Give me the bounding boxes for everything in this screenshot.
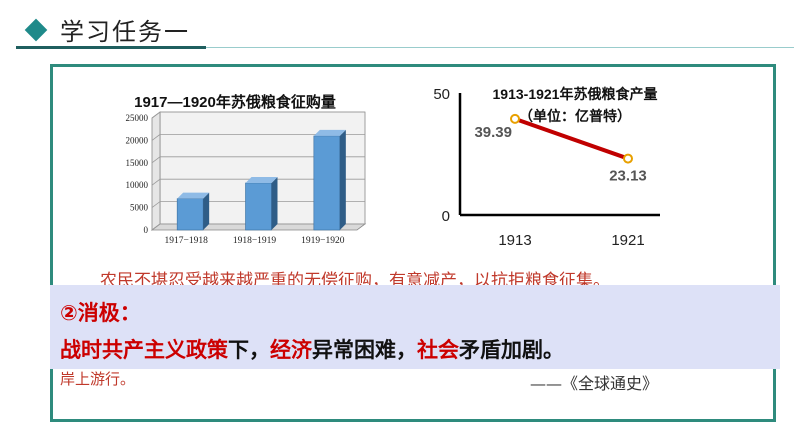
line-chart-x-tick-label: 1921: [611, 232, 644, 249]
line-chart: 1913-1921年苏俄粮食产量 （单位：亿普特） 0 50 39.39 23.13 1…: [433, 86, 660, 249]
bar-top: [245, 176, 278, 183]
bar-chart-y-tick-label: 20000: [126, 135, 149, 145]
section-header: 学习任务一: [0, 0, 794, 60]
bar-chart-y-tick-label: 15000: [126, 158, 149, 168]
summary-term-policy: 战时共产主义政策: [60, 338, 228, 362]
bar-chart-gridline: [151, 178, 365, 186]
quote-line-2: 岸上游行。: [60, 370, 136, 388]
bar-front: [313, 135, 341, 231]
summary-text-3: 矛盾加剧。: [459, 338, 564, 362]
bar-chart-y-tick-label: 10000: [126, 180, 149, 190]
bar-chart-gridline: [151, 223, 365, 231]
bar-chart-gridline: [151, 201, 365, 208]
bar-chart-y-tick-label: 0: [144, 225, 149, 235]
line-chart-y-tick-label: 0: [442, 208, 450, 225]
line-chart-point: [623, 153, 633, 164]
quote-source: ——《全球通史》: [530, 374, 659, 393]
bar-top: [313, 129, 346, 136]
header-divider: [206, 47, 794, 48]
line-chart-data-label: 39.39: [474, 124, 512, 141]
summary-text-1: 下，: [228, 338, 270, 362]
bar-side: [339, 129, 346, 230]
bar-top: [177, 192, 210, 199]
bar-chart-y-tick-label: 5000: [130, 203, 149, 213]
summary-text-2: 异常困难，: [312, 338, 417, 362]
bar-front: [176, 198, 204, 231]
diamond-icon: [24, 18, 48, 42]
content-frame: [50, 64, 776, 422]
summary-term-economy: 经济: [270, 338, 312, 362]
bar-chart-x-tick-label: 1919−1920: [301, 236, 345, 246]
line-chart-title: 1913-1921年苏俄粮食产量: [493, 86, 658, 102]
bar-chart-gridline: [151, 111, 365, 119]
line-chart-data-label: 23.13: [609, 168, 647, 185]
line-chart-y-tick-label: 50: [433, 86, 450, 103]
title-underline: [16, 46, 206, 49]
summary-body: 战时共产主义政策下，经济异常困难，社会矛盾加剧。: [60, 334, 564, 364]
bar-chart-gridline: [151, 156, 365, 164]
summary-box: [50, 285, 780, 369]
bar-side: [203, 192, 210, 230]
summary-heading: ②消极：: [60, 301, 141, 325]
bar-chart-side-wall: [151, 111, 161, 231]
page-title: 学习任务一: [60, 18, 190, 46]
bar-front: [245, 182, 272, 231]
summary-term-society: 社会: [417, 338, 459, 362]
bar-chart: 1917—1920年苏俄粮食征购量 0 5000 10000 15000 20000 25…: [126, 93, 367, 246]
bar-side: [271, 176, 278, 230]
bar-chart-title: 1917—1920年苏俄粮食征购量: [134, 93, 336, 111]
bar-chart-y-tick-label: 25000: [126, 113, 149, 123]
line-chart-series: [514, 117, 629, 161]
line-chart-x-tick-label: 1913: [498, 232, 531, 249]
line-chart-point: [510, 113, 520, 124]
bar-chart-gridline: [151, 134, 365, 141]
bar-chart-x-tick-label: 1917−1918: [164, 236, 208, 246]
line-chart-subtitle: （单位：亿普特）: [519, 108, 631, 124]
bar-chart-x-tick-label: 1918−1919: [233, 236, 277, 246]
